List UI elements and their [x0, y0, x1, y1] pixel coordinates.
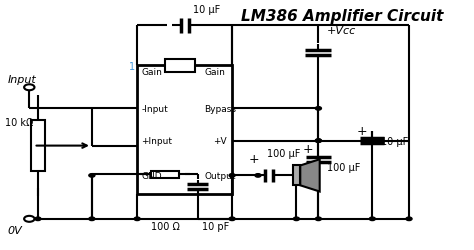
- Circle shape: [315, 139, 321, 143]
- Text: 10 pF: 10 pF: [202, 222, 229, 232]
- Circle shape: [406, 217, 412, 221]
- Text: +Input: +Input: [141, 136, 173, 145]
- Bar: [31, 121, 45, 171]
- Polygon shape: [300, 160, 319, 192]
- Circle shape: [89, 217, 95, 221]
- Circle shape: [89, 174, 95, 178]
- Bar: [292, 166, 300, 186]
- Circle shape: [24, 216, 35, 222]
- Circle shape: [293, 217, 300, 221]
- Text: +: +: [248, 152, 259, 165]
- Circle shape: [134, 217, 140, 221]
- Text: 0V: 0V: [8, 225, 22, 235]
- Text: 100 Ω: 100 Ω: [151, 222, 180, 232]
- Text: -Input: -Input: [141, 104, 168, 114]
- Circle shape: [229, 217, 235, 221]
- Circle shape: [315, 107, 321, 111]
- Text: Bypass: Bypass: [204, 104, 236, 114]
- Bar: [137, 66, 232, 194]
- Text: +: +: [356, 125, 367, 138]
- Circle shape: [255, 174, 261, 178]
- Text: LM386 Amplifier Circuit: LM386 Amplifier Circuit: [241, 9, 443, 24]
- Circle shape: [369, 139, 375, 143]
- Text: 10 µF: 10 µF: [381, 136, 408, 146]
- Bar: [151, 171, 179, 178]
- Text: Gain: Gain: [141, 67, 163, 76]
- Text: Gain: Gain: [204, 67, 225, 76]
- Circle shape: [315, 139, 321, 143]
- Text: +V: +V: [213, 136, 226, 145]
- Circle shape: [315, 217, 321, 221]
- Circle shape: [24, 85, 35, 91]
- Text: Output: Output: [204, 171, 236, 180]
- Text: 100 µF: 100 µF: [327, 162, 360, 172]
- Text: 10 kΩ: 10 kΩ: [5, 118, 34, 128]
- Text: GND: GND: [141, 171, 162, 180]
- Circle shape: [369, 217, 375, 221]
- Text: +: +: [302, 142, 313, 155]
- Bar: [165, 60, 195, 73]
- Text: +Vcc: +Vcc: [327, 26, 356, 36]
- Circle shape: [35, 217, 41, 221]
- Text: 1: 1: [129, 62, 135, 72]
- Circle shape: [229, 174, 235, 178]
- Text: Input: Input: [8, 74, 36, 84]
- Text: 10 µF: 10 µF: [193, 5, 220, 15]
- Text: 100 µF: 100 µF: [266, 148, 300, 158]
